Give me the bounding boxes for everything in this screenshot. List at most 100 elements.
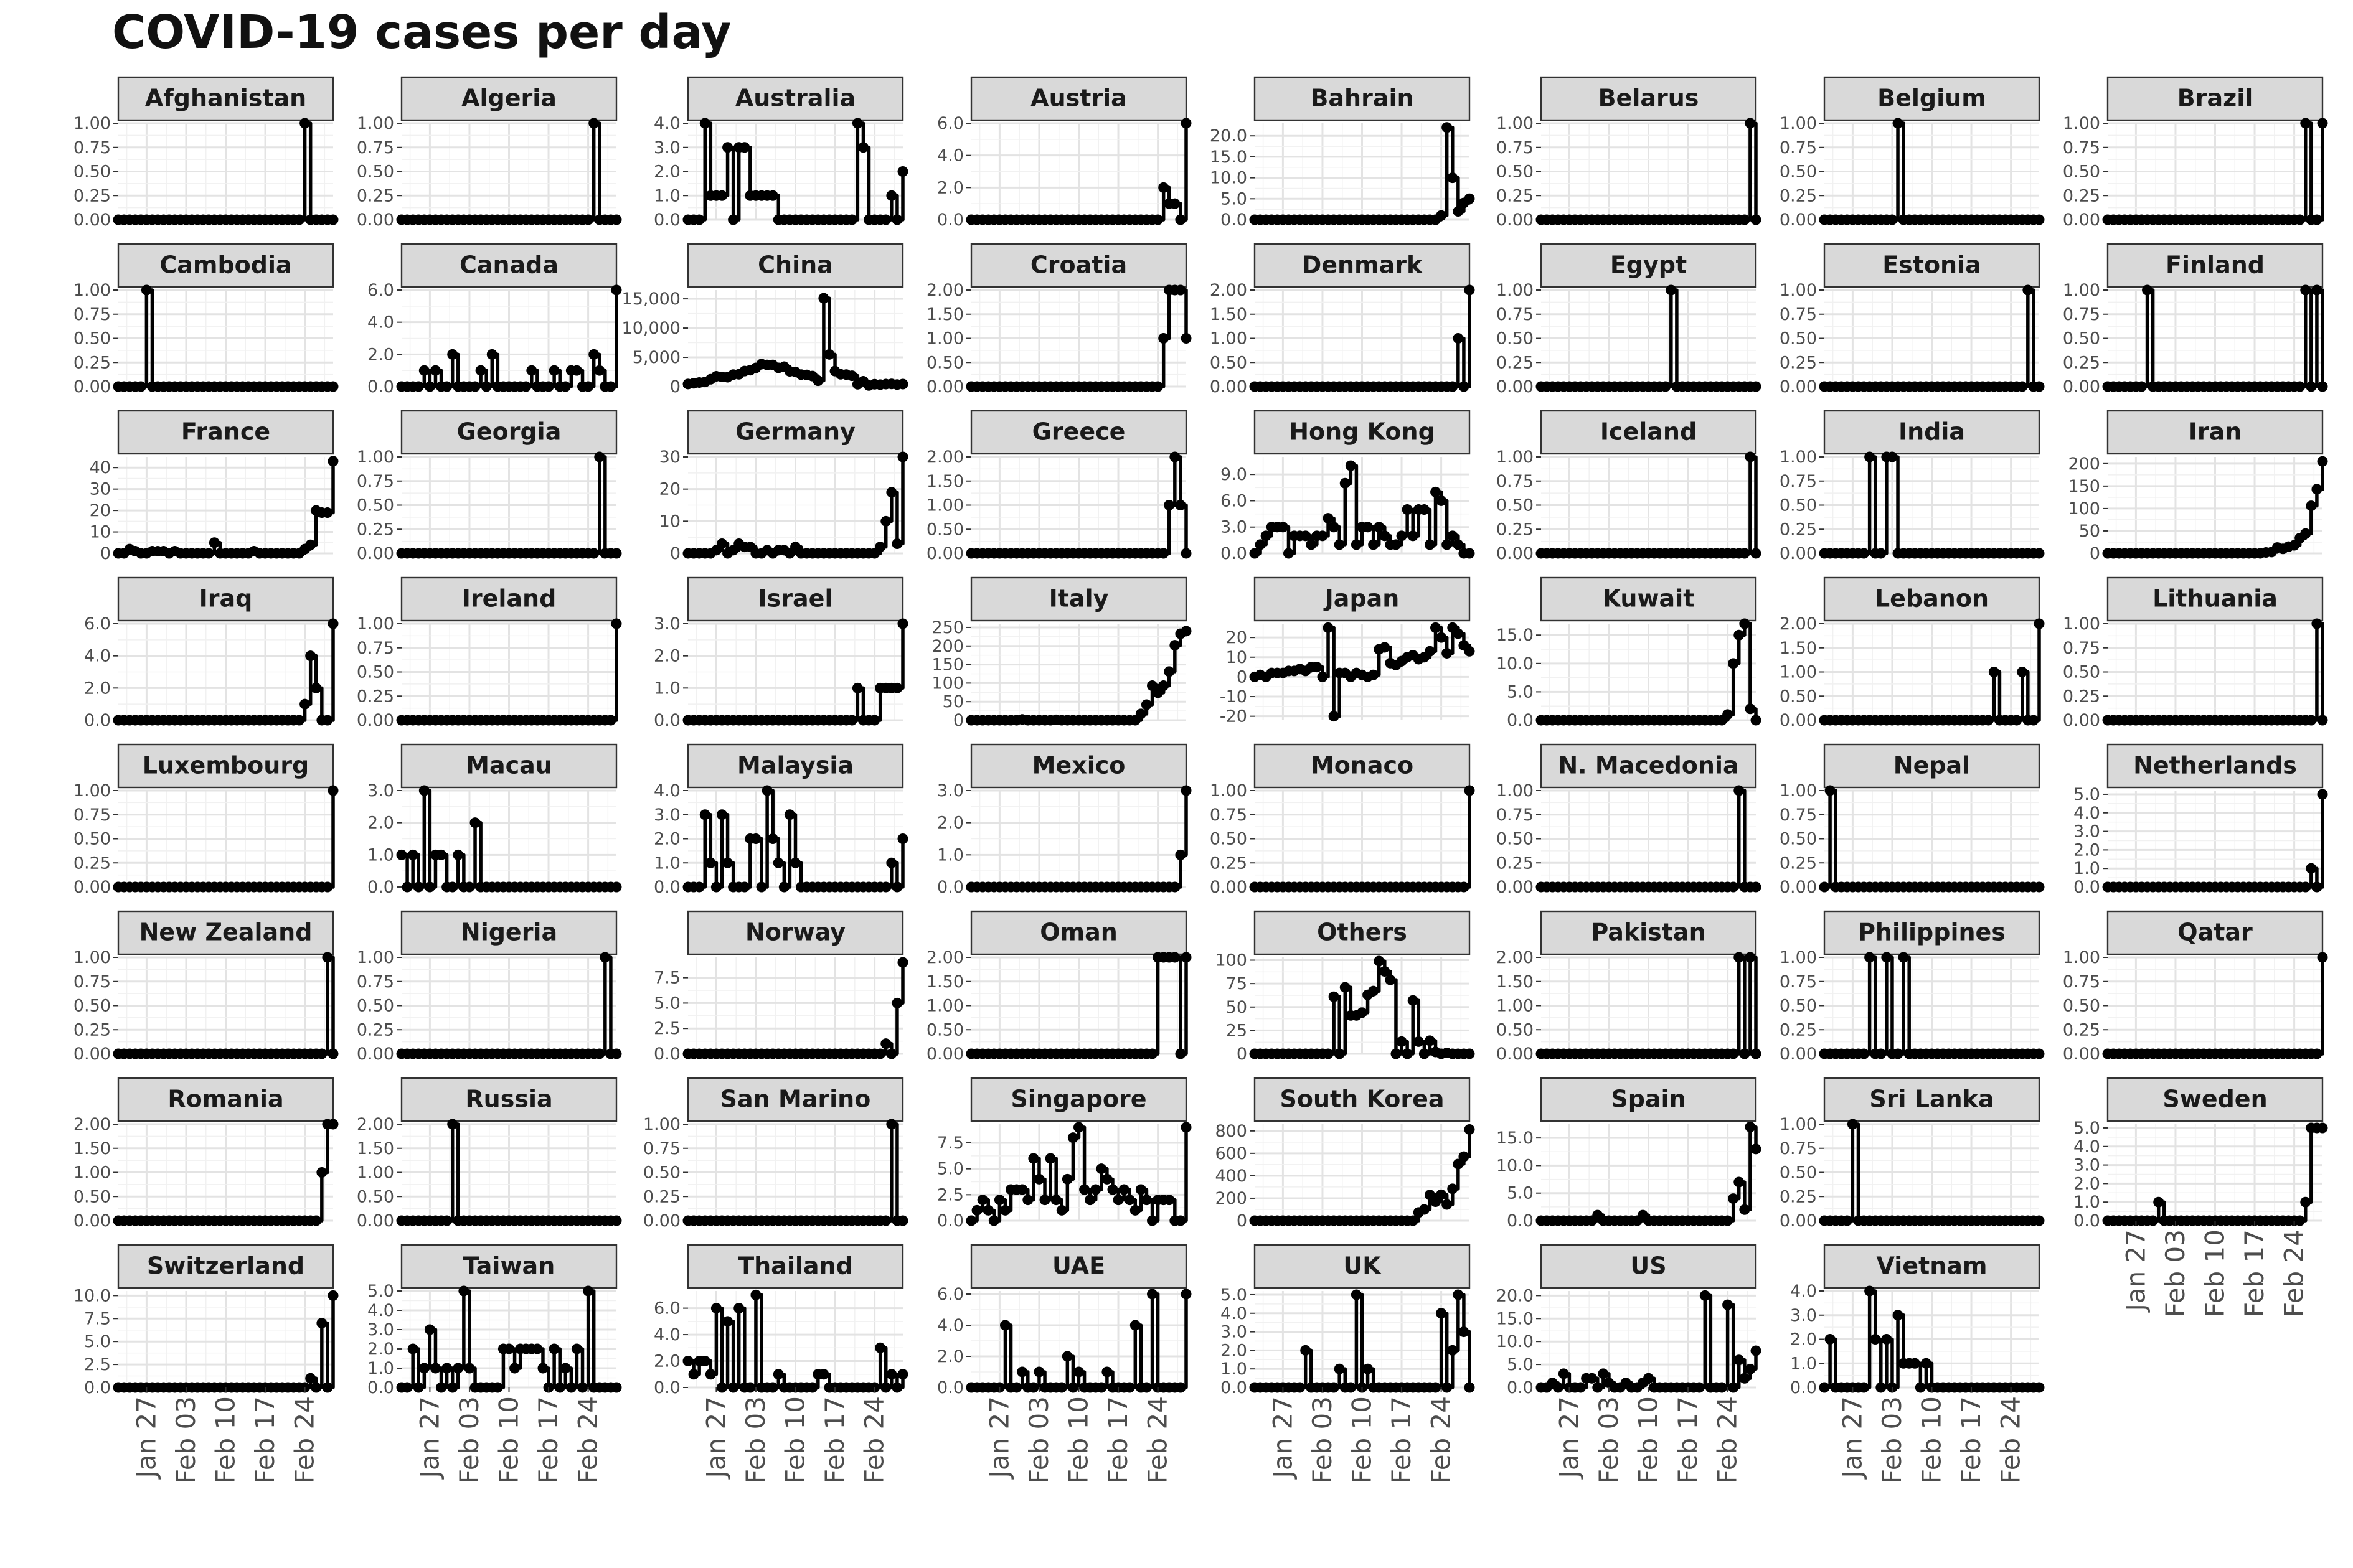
data-point <box>1328 991 1339 1002</box>
facet-strip-label: Afghanistan <box>145 85 306 112</box>
facet-strip <box>117 76 334 121</box>
data-point <box>1067 1132 1078 1143</box>
facet-strip <box>1823 410 2040 455</box>
facet-russia: Russia 0.00 0.50 1.00 1.50 2.00 <box>357 1077 622 1231</box>
data-point <box>1368 539 1379 550</box>
data-point <box>1750 214 1761 225</box>
data-point <box>2034 618 2045 629</box>
data-point <box>694 214 705 225</box>
facet-strip <box>400 910 618 955</box>
data-point <box>716 1382 727 1393</box>
data-point <box>611 881 622 893</box>
data-point <box>1745 952 1756 963</box>
data-point <box>1453 1158 1464 1170</box>
facet-strip <box>1540 576 1757 622</box>
y-tick-label: 200 <box>931 637 964 656</box>
y-tick-label: 600 <box>1215 1144 1247 1163</box>
y-tick-label: 0.75 <box>2063 305 2100 324</box>
data-point <box>328 618 339 629</box>
y-tick-label: 1.00 <box>1780 448 1817 467</box>
facet-strip-label: N. Macedonia <box>1558 752 1738 779</box>
data-point <box>977 1195 988 1206</box>
y-tick-label: 0.0 <box>937 1378 964 1397</box>
y-tick-label: 20 <box>659 480 681 499</box>
y-tick-label: 1.00 <box>1780 663 1817 682</box>
data-point <box>1436 495 1447 506</box>
y-tick-label: 0.0 <box>937 1211 964 1231</box>
data-point <box>1430 486 1441 497</box>
y-tick-label: 0.25 <box>1496 186 1534 205</box>
facet-strip <box>1253 576 1471 622</box>
y-tick-label: 0.50 <box>1210 353 1247 372</box>
y-tick-label: 0 <box>1237 1211 1247 1231</box>
facet-strip <box>400 743 618 789</box>
data-point <box>1164 500 1175 510</box>
data-point <box>1300 530 1311 542</box>
y-tick-label: 1.50 <box>1496 972 1534 992</box>
data-point <box>1175 1215 1186 1226</box>
data-point <box>588 349 600 360</box>
y-tick-label: 0.50 <box>927 1020 964 1040</box>
data-point <box>328 1048 339 1059</box>
data-point <box>1169 952 1181 963</box>
data-point <box>1085 1195 1096 1206</box>
data-point <box>2022 284 2034 296</box>
x-tick-label: Jan 27 <box>131 1396 161 1480</box>
y-tick-label: 5.0 <box>1507 1355 1534 1374</box>
data-point <box>2317 952 2328 963</box>
y-tick-label: 15.0 <box>1496 1309 1534 1328</box>
facet-strip-label: US <box>1630 1252 1666 1280</box>
data-point <box>1124 1195 1135 1206</box>
y-tick-label: 0.25 <box>357 186 394 205</box>
data-point <box>1164 1195 1175 1206</box>
x-tick-label: Jan 27 <box>700 1396 731 1480</box>
data-point <box>560 381 571 392</box>
facet-strip-label: Hong Kong <box>1289 418 1435 446</box>
data-point <box>705 857 716 868</box>
x-tick-label: Jan 27 <box>1837 1396 1867 1480</box>
facet-algeria: Algeria 0.00 0.25 0.50 0.75 1.00 <box>357 76 622 230</box>
y-tick-label: 10 <box>1226 648 1247 667</box>
y-tick-label: 0.00 <box>1780 1045 1817 1064</box>
data-point <box>1407 995 1418 1006</box>
data-point <box>1598 1368 1609 1379</box>
data-point <box>1750 381 1761 392</box>
data-point <box>897 618 908 629</box>
data-point <box>1859 1048 1870 1059</box>
facet-strip <box>2106 743 2324 789</box>
data-point <box>1733 785 1745 796</box>
y-tick-label: 0.25 <box>1780 1187 1817 1206</box>
data-point <box>1881 952 1892 963</box>
y-tick-label: 0.50 <box>357 1187 394 1206</box>
y-tick-label: 1.0 <box>2073 859 2100 878</box>
facet-strip <box>117 576 334 622</box>
y-tick-label: 0.50 <box>1780 1163 1817 1183</box>
data-point <box>1141 699 1152 710</box>
facet-others: Others 0 25 50 75 100 <box>1215 910 1475 1064</box>
y-tick-label: 0.0 <box>1220 1378 1247 1397</box>
facet-strip <box>687 910 904 955</box>
y-tick-label: 0.00 <box>73 1211 111 1231</box>
y-tick-label: 0.25 <box>73 353 111 372</box>
data-point <box>1859 1382 1870 1393</box>
data-point <box>1436 1308 1447 1319</box>
data-point <box>1728 1048 1739 1059</box>
data-point <box>402 1382 413 1393</box>
facet-norway: Norway 0.0 2.5 5.0 7.5 <box>654 910 908 1064</box>
y-tick-label: 0.00 <box>927 377 964 397</box>
y-tick-label: 30 <box>90 480 111 499</box>
facet-strip <box>117 1244 334 1289</box>
data-point <box>1739 618 1750 629</box>
facet-kuwait: Kuwait 0.0 5.0 10.0 15.0 <box>1496 576 1761 730</box>
y-tick-label: 2.0 <box>937 178 964 197</box>
x-tick-label: Jan 27 <box>2120 1229 2151 1313</box>
y-tick-label: 0.0 <box>367 377 394 397</box>
data-point <box>1424 1035 1435 1046</box>
data-point <box>1175 1048 1186 1059</box>
data-point <box>846 370 857 382</box>
data-point <box>994 1195 1005 1206</box>
data-point <box>1464 284 1475 296</box>
y-tick-label: 0.75 <box>73 805 111 825</box>
data-point <box>875 1342 886 1353</box>
facet-belgium: Belgium 0.00 0.25 0.50 0.75 1.00 <box>1780 76 2045 230</box>
